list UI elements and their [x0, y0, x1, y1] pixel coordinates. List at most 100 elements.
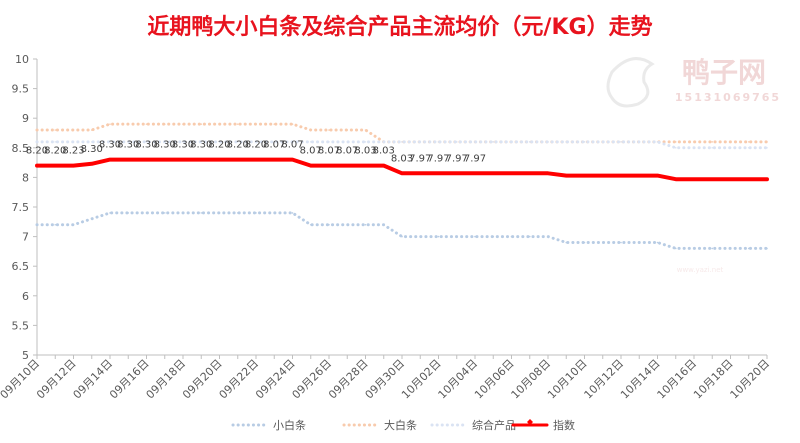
- data-point: [145, 123, 148, 125]
- data-point: [163, 158, 166, 161]
- data-point: [620, 241, 622, 244]
- data-label: 8.20: [44, 146, 66, 157]
- legend: 小白条 大白条 综合产品 指数: [231, 418, 575, 432]
- data-point: [474, 235, 476, 238]
- data-point: [528, 172, 531, 175]
- data-point: [145, 212, 148, 214]
- data-point: [72, 223, 75, 226]
- data-point: [729, 141, 732, 143]
- legend-marker: [527, 419, 533, 425]
- data-point: [583, 174, 586, 177]
- data-label: 8.07: [281, 140, 303, 151]
- data-point: [455, 172, 458, 175]
- data-point: [163, 141, 166, 143]
- legend-label: 指数: [553, 418, 575, 432]
- data-point: [437, 235, 440, 238]
- data-point: [291, 123, 294, 125]
- data-point: [455, 141, 458, 143]
- data-point: [546, 172, 550, 175]
- data-point: [346, 223, 349, 226]
- data-point: [346, 164, 349, 167]
- data-point: [419, 141, 422, 143]
- data-point: [565, 141, 568, 143]
- series-line-0: [35, 211, 769, 250]
- data-point: [273, 212, 276, 214]
- data-point: [638, 241, 641, 244]
- data-point: [364, 164, 367, 167]
- data-point: [601, 241, 604, 244]
- data-point: [218, 158, 221, 161]
- data-point: [510, 141, 513, 143]
- data-label: 8.07: [336, 146, 358, 157]
- data-point: [711, 147, 714, 149]
- data-point: [437, 172, 440, 175]
- data-point: [766, 147, 768, 149]
- data-point: [200, 123, 203, 125]
- data-point: [747, 147, 750, 149]
- data-point: [528, 235, 531, 238]
- y-tick-label: 8.5: [12, 142, 30, 155]
- data-labels: 8.208.208.238.308.308.308.308.308.308.30…: [26, 140, 486, 165]
- data-label: 8.30: [190, 140, 212, 151]
- data-point: [327, 164, 331, 167]
- data-point: [565, 174, 568, 177]
- data-label: 8.30: [117, 140, 139, 151]
- data-point: [328, 223, 330, 226]
- data-point: [200, 212, 203, 214]
- series-line-1: [35, 122, 769, 144]
- data-point: [346, 141, 349, 143]
- data-label: 8.30: [172, 140, 194, 151]
- data-label: 7.97: [464, 153, 486, 164]
- data-label: 8.20: [208, 140, 230, 151]
- data-point: [54, 164, 57, 167]
- data-point: [236, 123, 239, 125]
- y-tick-label: 6.5: [12, 260, 30, 273]
- y-tick-label: 5.5: [12, 319, 30, 332]
- data-point: [90, 162, 93, 165]
- data-point: [200, 158, 203, 161]
- series-line-2: [35, 140, 769, 150]
- data-point: [109, 123, 111, 125]
- data-point: [90, 218, 93, 220]
- data-point: [766, 247, 768, 250]
- y-tick-label: 7.5: [12, 201, 30, 214]
- data-point: [236, 212, 239, 214]
- data-point: [601, 141, 604, 143]
- data-point: [163, 123, 166, 125]
- data-point: [510, 235, 513, 238]
- data-point: [127, 212, 130, 214]
- data-point: [236, 158, 239, 161]
- data-point: [72, 129, 75, 131]
- data-point: [36, 141, 38, 143]
- data-point: [583, 141, 586, 143]
- data-point: [747, 247, 750, 250]
- data-point: [711, 141, 714, 143]
- data-point: [437, 141, 440, 143]
- data-point: [291, 212, 294, 214]
- data-point: [492, 235, 495, 238]
- data-point: [674, 247, 677, 250]
- data-label: 7.97: [446, 153, 468, 164]
- data-point: [364, 141, 367, 143]
- data-point: [218, 141, 221, 143]
- data-point: [163, 212, 166, 214]
- chart-title: 近期鸭大小白条及综合产品主流均价（元/KG）走势: [147, 14, 652, 40]
- axes: 55.566.577.588.599.51009月10日09月12日09月14日…: [0, 53, 772, 401]
- data-point: [218, 123, 221, 125]
- data-label: 8.30: [154, 140, 176, 151]
- data-label: 8.30: [135, 140, 157, 151]
- data-point: [72, 164, 75, 167]
- y-tick-label: 9.5: [12, 83, 30, 96]
- data-point: [473, 172, 477, 175]
- data-point: [766, 141, 768, 143]
- y-tick-label: 9: [22, 112, 29, 125]
- data-label: 8.07: [300, 146, 322, 157]
- data-point: [36, 129, 38, 131]
- data-point: [765, 177, 769, 181]
- data-point: [108, 158, 112, 161]
- data-point: [127, 123, 130, 125]
- data-point: [54, 223, 57, 226]
- data-label: 7.97: [409, 153, 431, 164]
- legend-label: 综合产品: [472, 418, 516, 432]
- data-point: [620, 141, 622, 143]
